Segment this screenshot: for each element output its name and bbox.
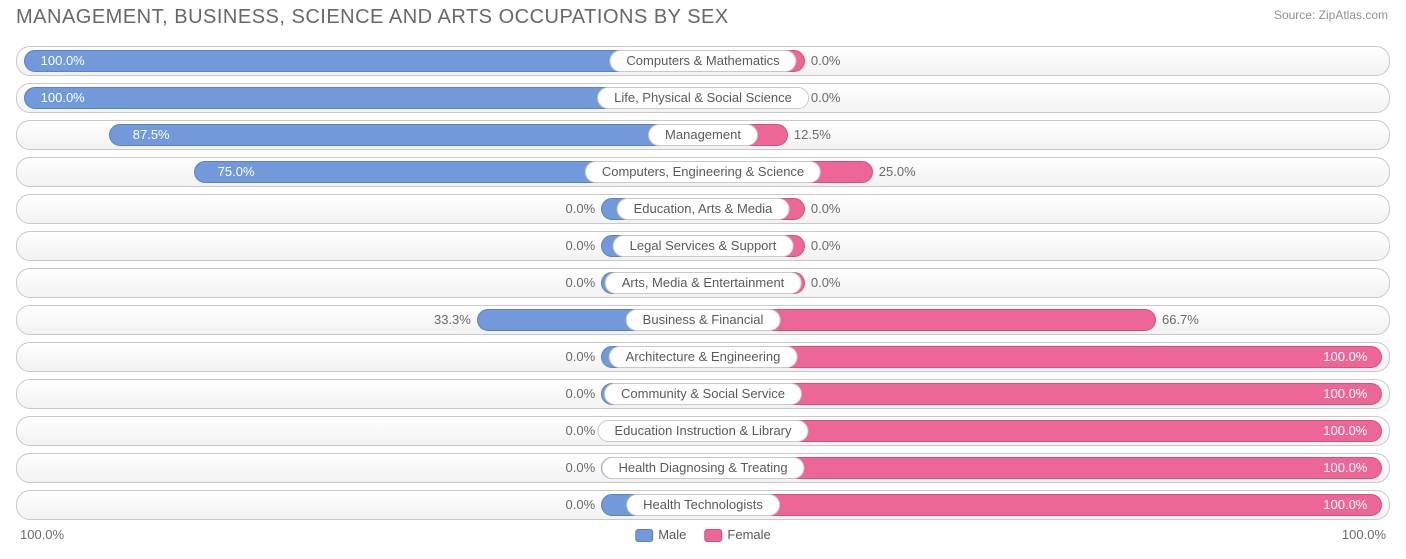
male-value-label: 0.0% [566,195,596,223]
male-value-label: 0.0% [566,454,596,482]
category-label: Education Instruction & Library [597,420,808,442]
female-swatch [704,529,722,542]
chart-row: 0.0% 100.0% Health Diagnosing & Treating [16,453,1390,483]
female-value-label: 0.0% [811,232,841,260]
female-bar [703,346,1382,368]
category-label: Business & Financial [626,309,781,331]
chart-row: 100.0% 0.0%Life, Physical & Social Scienc… [16,83,1390,113]
chart-row: 100.0% 0.0% Computers & Mathematics [16,46,1390,76]
male-value-label: 0.0% [566,343,596,371]
chart-row: 33.3% 66.7% Business & Financial [16,305,1390,335]
male-value-label: 87.5% [133,121,170,149]
female-value-label: 25.0% [879,158,916,186]
legend: Male Female [635,527,771,542]
male-value-label: 0.0% [566,380,596,408]
source-attribution: Source: ZipAtlas.com [1274,8,1388,22]
category-label: Legal Services & Support [613,235,794,257]
male-value-label: 0.0% [566,232,596,260]
category-label: Life, Physical & Social Science [597,87,809,109]
female-value-label: 100.0% [1323,454,1367,482]
chart-row: 0.0% 100.0% Health Technologists [16,490,1390,520]
female-value-label: 100.0% [1323,380,1367,408]
category-label: Health Diagnosing & Treating [601,457,804,479]
chart-row: 0.0% 100.0% Education Instruction & Librar… [16,416,1390,446]
legend-female: Female [704,527,770,542]
category-label: Community & Social Service [604,383,802,405]
male-swatch [635,529,653,542]
rows-container: 100.0%0.0%Computers & Mathematics100.0%0… [16,46,1390,520]
category-label: Arts, Media & Entertainment [605,272,802,294]
axis-right-label: 100.0% [1342,527,1386,542]
female-value-label: 0.0% [811,195,841,223]
category-label: Architecture & Engineering [609,346,798,368]
chart-row: 0.0% 0.0% Arts, Media & Entertainment [16,268,1390,298]
male-bar [109,124,703,146]
chart-row: 0.0% 0.0% Education, Arts & Media [16,194,1390,224]
female-value-label: 0.0% [811,84,841,112]
legend-male: Male [635,527,686,542]
male-value-label: 0.0% [566,491,596,519]
female-bar [703,494,1382,516]
male-bar [24,50,703,72]
legend-female-label: Female [727,527,770,542]
male-value-label: 0.0% [566,269,596,297]
female-value-label: 100.0% [1323,491,1367,519]
category-label: Computers, Engineering & Science [585,161,821,183]
female-value-label: 0.0% [811,47,841,75]
category-label: Education, Arts & Media [617,198,790,220]
chart-row: 75.0% 25.0% Computers, Engineering & Scien… [16,157,1390,187]
legend-male-label: Male [658,527,686,542]
female-value-label: 100.0% [1323,417,1367,445]
female-bar [703,383,1382,405]
axis-row: 100.0% 100.0% Male Female [16,527,1390,547]
female-bar [703,457,1382,479]
category-label: Management [648,124,758,146]
male-value-label: 100.0% [41,47,85,75]
female-value-label: 12.5% [794,121,831,149]
chart-title: MANAGEMENT, BUSINESS, SCIENCE AND ARTS O… [16,6,729,29]
female-value-label: 0.0% [811,269,841,297]
axis-left-label: 100.0% [20,527,64,542]
male-value-label: 0.0% [566,417,596,445]
chart-row: 0.0% 100.0% Architecture & Engineering [16,342,1390,372]
category-label: Health Technologists [626,494,780,516]
female-value-label: 66.7% [1162,306,1199,334]
male-value-label: 33.3% [434,306,471,334]
male-value-label: 75.0% [218,158,255,186]
chart-area: 100.0%0.0%Computers & Mathematics100.0%0… [16,46,1390,559]
chart-row: 87.5% 12.5% Management [16,120,1390,150]
chart-row: 0.0% 100.0% Community & Social Service [16,379,1390,409]
category-label: Computers & Mathematics [609,50,796,72]
female-value-label: 100.0% [1323,343,1367,371]
male-value-label: 100.0% [41,84,85,112]
chart-row: 0.0% 0.0% Legal Services & Support [16,231,1390,261]
